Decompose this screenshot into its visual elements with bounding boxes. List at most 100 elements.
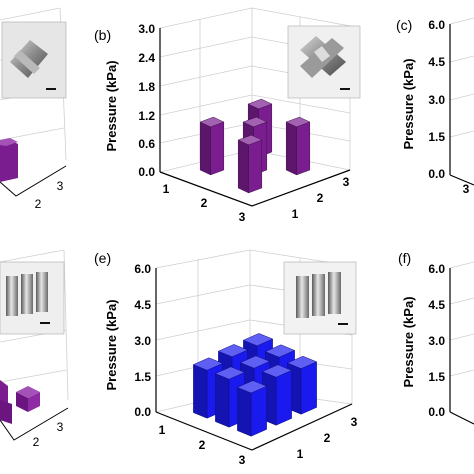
bar-face-right xyxy=(250,385,267,437)
bar-face-right xyxy=(275,370,292,426)
panel-c-xtick-3: 3 xyxy=(463,182,470,196)
bar-face-top xyxy=(199,116,225,128)
panel-b-ytick-1: 0.6 xyxy=(138,137,155,151)
bar-face-top xyxy=(239,355,271,369)
bar-face-top xyxy=(286,355,318,369)
panel-a-xtick-2: 2 xyxy=(35,197,42,211)
panel-b-yticks: 0.0 0.6 1.2 1.8 2.4 3.0 xyxy=(138,22,155,179)
panel-e-zticks: 1 2 3 xyxy=(297,415,358,461)
bar-face-top xyxy=(247,98,273,110)
panel-c: (c) Pressure (kPa) 0.0 1.5 3.0 4.5 6.0 3 xyxy=(396,17,474,196)
bar-face-left xyxy=(193,364,208,419)
panel-f-ylabel: Pressure (kPa) xyxy=(401,296,416,387)
panel-d-xtick-2: 2 xyxy=(33,435,40,449)
panel-c-ytick-0: 0.0 xyxy=(428,167,445,181)
bar-face-top xyxy=(242,333,274,347)
panel-e-ytick-1: 1.5 xyxy=(134,370,151,384)
panel-d: 2 3 xyxy=(0,249,69,449)
panel-f-ytick-2: 3.0 xyxy=(428,334,445,348)
panel-c-ytick-4: 6.0 xyxy=(428,18,445,32)
panel-b: (b) Pressure (kPa) 0.0 0.6 1.2 1.8 2.4 3… xyxy=(94,7,361,224)
bar-face-left xyxy=(285,121,297,176)
bar-face-right xyxy=(296,121,311,176)
panel-f-label: (f) xyxy=(398,250,411,266)
panel-c-grid xyxy=(449,17,474,138)
panel-b-ytick-4: 2.4 xyxy=(138,51,155,65)
panel-f-ytick-1: 1.5 xyxy=(428,370,445,384)
bar-e-x3-z1 xyxy=(236,380,268,437)
bar-face-top xyxy=(217,344,249,358)
panel-e-ylabel: Pressure (kPa) xyxy=(104,299,119,390)
panel-b-inset-cross xyxy=(300,36,350,90)
panel-c-ytick-3: 4.5 xyxy=(428,55,445,69)
panel-d-bars xyxy=(0,380,40,424)
panel-f-ytick-0: 0.0 xyxy=(428,405,445,419)
bar-face-top xyxy=(192,357,224,371)
panel-f-yticks: 0.0 1.5 3.0 4.5 6.0 xyxy=(428,262,445,419)
panel-d-xtick-3: 3 xyxy=(57,420,64,434)
bar-face-top xyxy=(264,344,296,358)
panel-b-ylabel: Pressure (kPa) xyxy=(104,60,119,151)
bar-face-right xyxy=(210,121,225,176)
bar-face-top xyxy=(242,116,268,128)
panel-b-xtick-3: 3 xyxy=(239,210,246,224)
panel-e-inset-rods xyxy=(296,272,348,325)
bar-face-left xyxy=(237,139,249,194)
bar-b-x3-z1 xyxy=(237,134,263,194)
panel-e-yticks: 0.0 1.5 3.0 4.5 6.0 xyxy=(134,262,151,419)
panel-b-ytick-3: 1.8 xyxy=(138,80,155,94)
panel-a-inset-cross xyxy=(10,40,56,90)
panel-e-ytick-3: 4.5 xyxy=(134,298,151,312)
panel-a-bars xyxy=(0,138,18,182)
panel-b-bars xyxy=(199,98,311,194)
panel-f-ytick-3: 4.5 xyxy=(428,298,445,312)
panel-c-ytick-2: 3.0 xyxy=(428,93,445,107)
panel-e-xtick-2: 2 xyxy=(199,438,206,452)
panel-b-ytick-5: 3.0 xyxy=(138,22,155,36)
bar-b-x1-z1 xyxy=(199,116,225,176)
panel-e-inset xyxy=(283,261,357,335)
bar-face-left xyxy=(215,373,230,428)
panel-f: (f) Pressure (kPa) 0.0 1.5 3.0 4.5 6.0 xyxy=(398,250,474,425)
panel-e-xticks: 1 2 3 xyxy=(159,423,246,467)
bar-face-top xyxy=(261,364,293,378)
panel-e-xtick-1: 1 xyxy=(159,423,166,437)
panel-e-ztick-3: 3 xyxy=(351,415,358,429)
bar-face-right xyxy=(248,139,263,194)
bar-face-right xyxy=(300,361,317,415)
panel-c-axes xyxy=(449,24,474,186)
panel-b-ztick-1: 1 xyxy=(292,207,299,221)
panel-b-zticks: 1 2 3 xyxy=(292,175,350,221)
panel-e-label: (e) xyxy=(94,250,111,266)
bar-face-top xyxy=(285,116,311,128)
panel-f-grid xyxy=(449,261,474,377)
panel-c-label: (c) xyxy=(396,17,412,33)
panel-e: (e) Pressure (kPa) 0.0 1.5 3.0 4.5 6.0 1 xyxy=(94,249,358,467)
bar-face-top xyxy=(236,380,268,394)
panel-a-axes xyxy=(0,165,67,197)
panel-b-ztick-3: 3 xyxy=(343,175,350,189)
panel-b-xtick-2: 2 xyxy=(201,196,208,210)
panel-b-inset xyxy=(287,25,361,99)
bar-b-x3-z3 xyxy=(285,116,311,176)
bar-face-top xyxy=(237,134,263,146)
panel-a-xtick-3: 3 xyxy=(57,179,64,193)
panel-e-bars xyxy=(192,333,318,437)
panel-e-ytick-2: 3.0 xyxy=(134,334,151,348)
panel-d-inset-rods xyxy=(6,272,50,324)
panel-c-ytick-1: 1.5 xyxy=(428,130,445,144)
panel-e-xtick-3: 3 xyxy=(239,453,246,467)
panel-f-axes xyxy=(449,268,474,425)
panel-b-ytick-0: 0.0 xyxy=(138,165,155,179)
bar-face-left xyxy=(237,387,252,437)
panel-e-axes xyxy=(155,268,353,451)
panel-a: 2 3 xyxy=(0,7,67,211)
panel-b-axes xyxy=(159,28,351,207)
panel-c-ylabel: Pressure (kPa) xyxy=(401,58,416,149)
panel-e-ztick-2: 2 xyxy=(324,431,331,445)
bar-face-left xyxy=(199,121,211,176)
panel-b-xtick-1: 1 xyxy=(163,182,170,196)
panel-b-xticks: 1 2 3 xyxy=(163,182,246,224)
panel-b-ytick-2: 1.2 xyxy=(138,109,155,123)
